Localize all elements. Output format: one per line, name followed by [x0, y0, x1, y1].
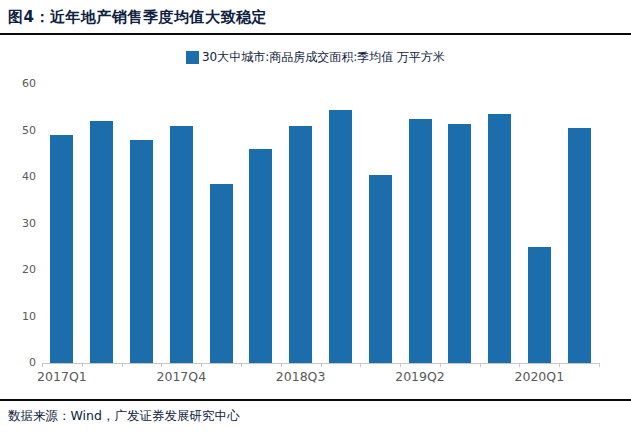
bar-2018Q2	[249, 149, 272, 363]
x-axis-tick	[599, 363, 600, 367]
y-axis-tick-label: 50	[6, 124, 36, 137]
x-axis-tick-label: 2017Q1	[27, 369, 97, 384]
bar-2019Q3	[448, 124, 471, 364]
bar-2018Q3	[289, 126, 312, 363]
bar-2019Q1	[369, 175, 392, 363]
y-axis-tick-label: 20	[6, 263, 36, 276]
bar-2017Q4	[170, 126, 193, 363]
x-axis-tick	[480, 363, 481, 367]
bar-2019Q4	[488, 114, 511, 363]
x-axis-tick	[161, 363, 162, 367]
x-axis-tick	[400, 363, 401, 367]
bar-2018Q1	[210, 184, 233, 363]
bar-2017Q2	[90, 121, 113, 363]
bar-2020Q2	[568, 128, 591, 363]
bar-2018Q4	[329, 110, 352, 363]
x-axis-tick	[122, 363, 123, 367]
x-axis-tick	[281, 363, 282, 367]
bar-2017Q3	[130, 140, 153, 363]
y-axis-tick-label: 60	[6, 77, 36, 90]
x-axis-tick	[201, 363, 202, 367]
x-axis-tick	[519, 363, 520, 367]
x-axis-tick-label: 2017Q4	[146, 369, 216, 384]
x-axis-tick-label: 2018Q3	[266, 369, 336, 384]
x-axis-tick	[42, 363, 43, 367]
bar-chart: 0 10 20 30 40 50 60 2017Q1 2017Q4 2018Q3 2019Q2 202…	[0, 0, 631, 433]
bar-2020Q1	[528, 247, 551, 363]
x-axis-tick	[559, 363, 560, 367]
x-axis-tick	[241, 363, 242, 367]
figure-footer: 数据来源：Wind，广发证券发展研究中心	[0, 399, 631, 433]
x-axis-tick	[321, 363, 322, 367]
x-axis-tick-label: 2019Q2	[385, 369, 455, 384]
x-axis-tick	[360, 363, 361, 367]
bar-2019Q2	[409, 119, 432, 363]
y-axis-tick-label: 0	[6, 356, 36, 369]
bar-2017Q1	[50, 135, 73, 363]
x-axis-tick	[440, 363, 441, 367]
y-axis-tick-label: 10	[6, 310, 36, 323]
data-source: 数据来源：Wind，广发证券发展研究中心	[0, 401, 631, 425]
y-axis-tick-label: 40	[6, 170, 36, 183]
x-axis-tick	[82, 363, 83, 367]
x-axis-tick-label: 2020Q1	[504, 369, 574, 384]
plot-area	[42, 84, 599, 364]
y-axis-tick-label: 30	[6, 217, 36, 230]
